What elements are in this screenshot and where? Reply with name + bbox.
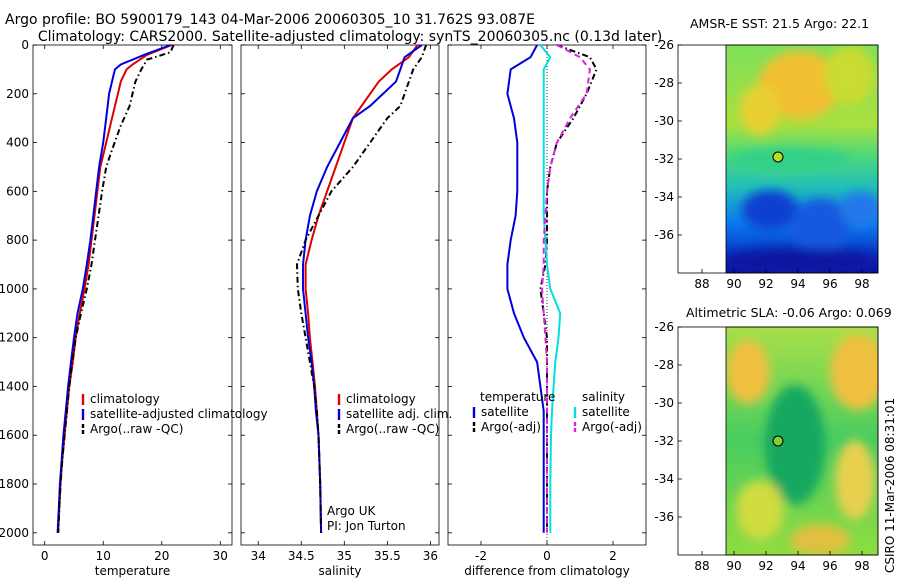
- x-tick-label: 36: [423, 549, 438, 563]
- sst-argo-marker: [772, 151, 784, 163]
- legend-label: Argo(..raw -QC): [346, 422, 439, 436]
- series-temperature-satellite: [506, 44, 545, 533]
- figure-title-line1: Argo profile: BO 5900179_143 04-Mar-2006…: [5, 12, 535, 28]
- x-tick-label: 34: [251, 549, 266, 563]
- y-tick-label: 1000: [0, 282, 29, 296]
- x-tick-label: 92: [758, 277, 773, 291]
- x-tick-label: 94: [790, 559, 805, 573]
- sst-map-title: AMSR-E SST: 21.5 Argo: 22.1: [690, 16, 870, 31]
- series-satellite-adj-clim-: [302, 44, 423, 533]
- temperature-profile-xlabel: temperature: [95, 564, 170, 578]
- y-tick-label: 400: [6, 136, 29, 150]
- sla-map-texture: [726, 334, 878, 555]
- y-tick-label: -30: [654, 114, 674, 128]
- legend-label: climatology: [346, 392, 416, 406]
- x-tick-label: 0: [543, 549, 551, 563]
- y-tick-label: -28: [654, 358, 674, 372]
- y-tick-label: 1400: [0, 379, 29, 393]
- float-pi-annotation: PI: Jon Turton: [327, 519, 406, 533]
- legend-heading-salinity: salinity: [582, 390, 625, 404]
- difference-profile-xlabel: difference from climatology: [464, 564, 630, 578]
- sla-map: 88 90 92 94 96 98 -26 -28 -30 -32 -34 -36: [654, 320, 879, 573]
- sla-axes: 88 90 92 94 96 98 -26 -28 -30 -32 -34 -36: [654, 320, 879, 573]
- y-tick-label: -28: [654, 76, 674, 90]
- x-tick-label: 34.5: [288, 549, 315, 563]
- legend-label: climatology: [90, 392, 160, 406]
- temperature-profile: 0 200 400 600 800 1000 1200 1400 1600 1800 2000 0 10…: [0, 38, 268, 578]
- salinity-profile: 34 34.5 35 35.5 36 salinity climatologysatelli…: [240, 44, 452, 578]
- legend-label: Argo(..raw -QC): [90, 422, 183, 436]
- x-tick-label: 92: [758, 559, 773, 573]
- x-tick-label: 30: [213, 549, 228, 563]
- sla-map-title: Altimetric SLA: -0.06 Argo: 0.069: [686, 305, 892, 320]
- y-tick-label: -32: [654, 152, 674, 166]
- x-tick-label: -2: [475, 549, 487, 563]
- series-climatology: [57, 44, 173, 533]
- y-tick-label: -36: [654, 228, 674, 242]
- series-salinity-satellite: [539, 44, 562, 533]
- x-tick-label: 88: [694, 277, 709, 291]
- y-tick-label: 1800: [0, 477, 29, 491]
- x-tick-label: 20: [154, 549, 169, 563]
- legend-heading-temperature: temperature: [480, 390, 555, 404]
- x-tick-label: 35.5: [374, 549, 401, 563]
- temperature-profile-frame: [32, 44, 233, 546]
- legend-label: satellite-adjusted climatology: [90, 407, 268, 421]
- figure-title-line2: Climatology: CARS2000. Satellite-adjuste…: [37, 29, 663, 45]
- y-tick-label: -34: [654, 190, 674, 204]
- salinity-profile-frame: [240, 44, 440, 546]
- x-tick-label: 96: [822, 559, 837, 573]
- series-satellite-adjusted-climatology: [56, 44, 171, 533]
- y-tick-label: 1600: [0, 428, 29, 442]
- float-owner-annotation: Argo UK: [327, 504, 376, 518]
- x-tick-label: 96: [822, 277, 837, 291]
- y-tick-label: 800: [6, 233, 29, 247]
- x-tick-label: 90: [726, 559, 741, 573]
- x-tick-label: 88: [694, 559, 709, 573]
- y-tick-label: 1200: [0, 331, 29, 345]
- series-argo-raw-qc-: [295, 44, 428, 533]
- x-tick-label: 10: [96, 549, 111, 563]
- sla-argo-marker: [772, 435, 784, 447]
- series-argo-raw-qc-: [57, 44, 175, 533]
- x-tick-label: 98: [854, 559, 869, 573]
- difference-legend: temperature salinitysatelliteArgo(-adj)sa…: [472, 390, 642, 434]
- y-tick-label: -26: [654, 320, 674, 334]
- legend-label: Argo(-adj): [582, 420, 642, 434]
- series-salinity-argo-adj-: [540, 44, 591, 533]
- series-climatology: [304, 44, 419, 533]
- y-tick-label: 200: [6, 87, 29, 101]
- x-tick-label: 90: [726, 277, 741, 291]
- y-tick-label: 0: [21, 38, 29, 52]
- y-tick-label: -30: [654, 396, 674, 410]
- legend-label: satellite: [481, 405, 529, 419]
- sst-axes: 88 90 92 94 96 98 -26 -28 -30 -32 -34 -36: [654, 38, 879, 291]
- x-tick-label: 35: [337, 549, 352, 563]
- y-tick-label: -32: [654, 434, 674, 448]
- x-tick-label: 94: [790, 277, 805, 291]
- salinity-profile-xlabel: salinity: [318, 564, 361, 578]
- x-tick-label: 98: [854, 277, 869, 291]
- series-temperature-argo-adj-: [539, 44, 598, 533]
- sst-map-texture: [726, 45, 878, 273]
- legend-label: satellite adj. clim.: [346, 407, 452, 421]
- y-tick-label: -26: [654, 38, 674, 52]
- y-tick-label: 2000: [0, 526, 29, 540]
- y-tick-label: -36: [654, 510, 674, 524]
- legend-label: Argo(-adj): [481, 420, 541, 434]
- legend-label: satellite: [582, 405, 630, 419]
- x-tick-label: 2: [609, 549, 617, 563]
- y-tick-label: 600: [6, 184, 29, 198]
- x-tick-label: 0: [41, 549, 49, 563]
- y-tick-label: -34: [654, 472, 674, 486]
- sst-map: 88 90 92 94 96 98 -26 -28 -30 -32 -34 -36: [654, 38, 879, 291]
